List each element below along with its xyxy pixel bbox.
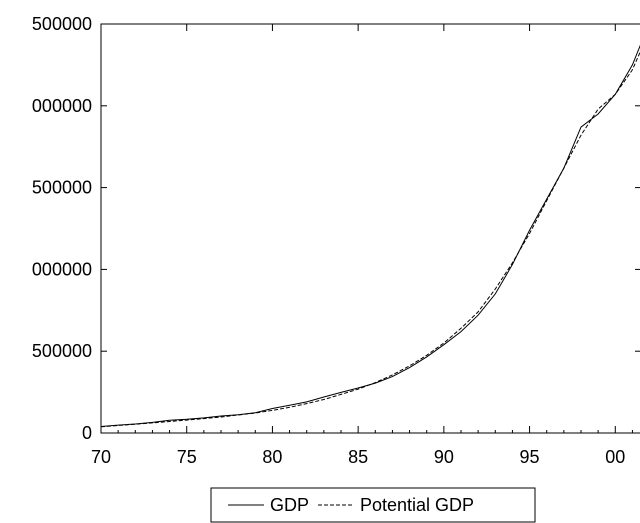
y-tick-labels: 0 500000 000000 500000 000000 500000 xyxy=(32,14,92,443)
series-layer xyxy=(100,44,640,428)
x-tick-label: 90 xyxy=(434,447,454,467)
x-tick-label: 80 xyxy=(262,447,282,467)
legend-label: GDP xyxy=(270,495,309,515)
x-tick-label: 70 xyxy=(91,447,111,467)
y-tick-label: 500000 xyxy=(32,341,92,361)
legend-box xyxy=(210,487,536,523)
y-tick-label: 000000 xyxy=(32,259,92,279)
y-tick-label: 0 xyxy=(82,423,92,443)
legend-label: Potential GDP xyxy=(360,495,474,515)
x-tick-label: 85 xyxy=(348,447,368,467)
axis-ticks xyxy=(100,23,640,434)
series-line-potential-gdp xyxy=(100,51,640,428)
y-tick-label: 500000 xyxy=(32,14,92,34)
x-tick-label: 75 xyxy=(177,447,197,467)
x-tick-label: 00 xyxy=(605,447,625,467)
x-tick-labels: 70 75 80 85 90 95 00 xyxy=(91,447,625,467)
x-tick-label: 95 xyxy=(520,447,540,467)
plot-frame xyxy=(100,23,640,434)
legend: GDP Potential GDP xyxy=(210,487,536,523)
y-tick-label: 500000 xyxy=(32,178,92,198)
y-tick-label: 000000 xyxy=(32,96,92,116)
